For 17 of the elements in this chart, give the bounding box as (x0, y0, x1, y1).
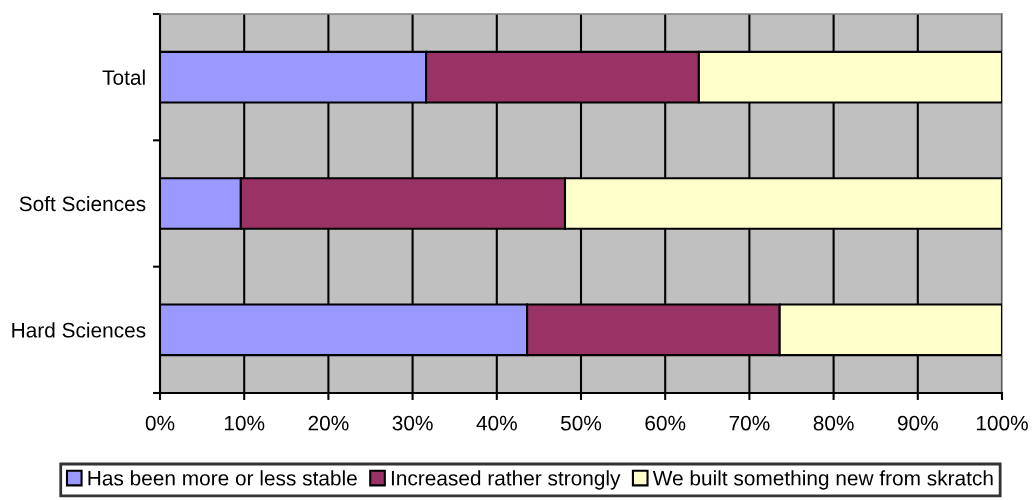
x-tick-label: 0% (145, 415, 175, 431)
x-tick-label: 70% (729, 415, 770, 431)
x-tick-label: 90% (897, 415, 938, 431)
legend-label: Increased rather strongly (391, 470, 621, 490)
x-tick-label: 30% (392, 415, 433, 431)
x-tick-label: 80% (813, 415, 854, 431)
legend-label: Has been more or less stable (88, 470, 357, 486)
x-tick-label: 40% (476, 415, 517, 431)
x-tick-label: 50% (560, 415, 602, 431)
legend-label: We built something new from skratch (652, 470, 993, 490)
x-tick-label: 10% (224, 415, 265, 431)
x-tick-label: 100% (976, 415, 1028, 431)
x-tick-label: 60% (645, 415, 686, 431)
y-tick-label: Soft Sciences (19, 195, 146, 212)
y-tick-label: Hard Sciences (12, 322, 146, 338)
x-tick-label: 20% (308, 415, 349, 431)
y-tick-label: Total (102, 69, 145, 85)
